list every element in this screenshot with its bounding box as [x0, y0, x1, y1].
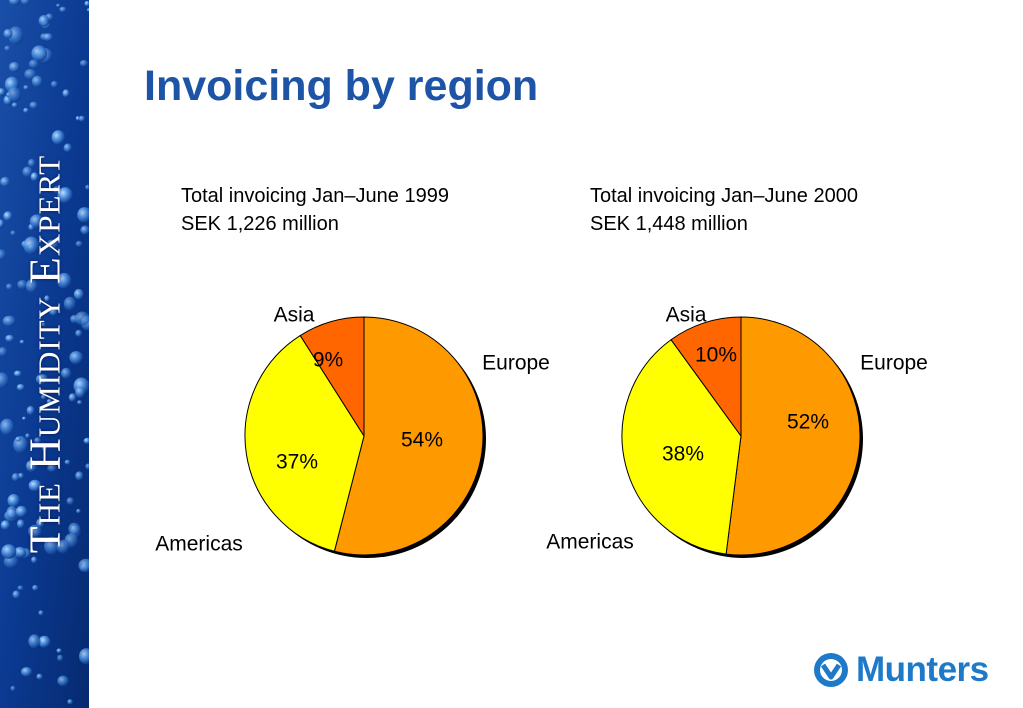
- pie-category-label-2000-asia: Asia: [666, 304, 707, 327]
- pie-slice-2000-americas: [621, 339, 742, 555]
- chart-subtitle-2000: SEK 1,448 million: [590, 213, 748, 235]
- munters-logo: Munters: [812, 650, 989, 690]
- pie-slice-1999-asia: [299, 316, 365, 438]
- pie-slice-2000-europe: [725, 316, 861, 556]
- slide-title: Invoicing by region: [144, 62, 539, 110]
- chart-caption-2000: Total invoicing Jan–June 2000 SEK 1,448 …: [590, 182, 858, 238]
- chart-caption-1999: Total invoicing Jan–June 1999 SEK 1,226 …: [181, 182, 449, 238]
- pie-category-label-2000-americas: Americas: [546, 531, 634, 554]
- pie-value-label-2000-asia: 10%: [695, 344, 737, 367]
- pie-slice-2000-asia: [670, 316, 742, 438]
- munters-logo-text: Munters: [856, 650, 989, 689]
- pie-category-label-2000-europe: Europe: [860, 352, 928, 375]
- pie-value-label-1999-asia: 9%: [313, 349, 343, 372]
- munters-logo-icon: [814, 653, 848, 687]
- pie-category-label-1999-americas: Americas: [155, 533, 243, 556]
- pie-value-label-1999-europe: 54%: [401, 429, 443, 452]
- chart-title-2000: Total invoicing Jan–June 2000: [590, 185, 858, 207]
- water-droplet-background: [0, 0, 89, 708]
- pie-category-label-1999-europe: Europe: [482, 352, 550, 375]
- pie-value-label-1999-americas: 37%: [276, 451, 318, 474]
- chart-subtitle-1999: SEK 1,226 million: [181, 213, 339, 235]
- pie-slice-1999-europe: [333, 316, 484, 556]
- chart-title-1999: Total invoicing Jan–June 1999: [181, 185, 449, 207]
- side-banner: The Humidity Expert: [0, 0, 89, 708]
- pie-value-label-2000-americas: 38%: [662, 443, 704, 466]
- pie-category-label-1999-asia: Asia: [274, 304, 315, 327]
- pie-value-label-2000-europe: 52%: [787, 411, 829, 434]
